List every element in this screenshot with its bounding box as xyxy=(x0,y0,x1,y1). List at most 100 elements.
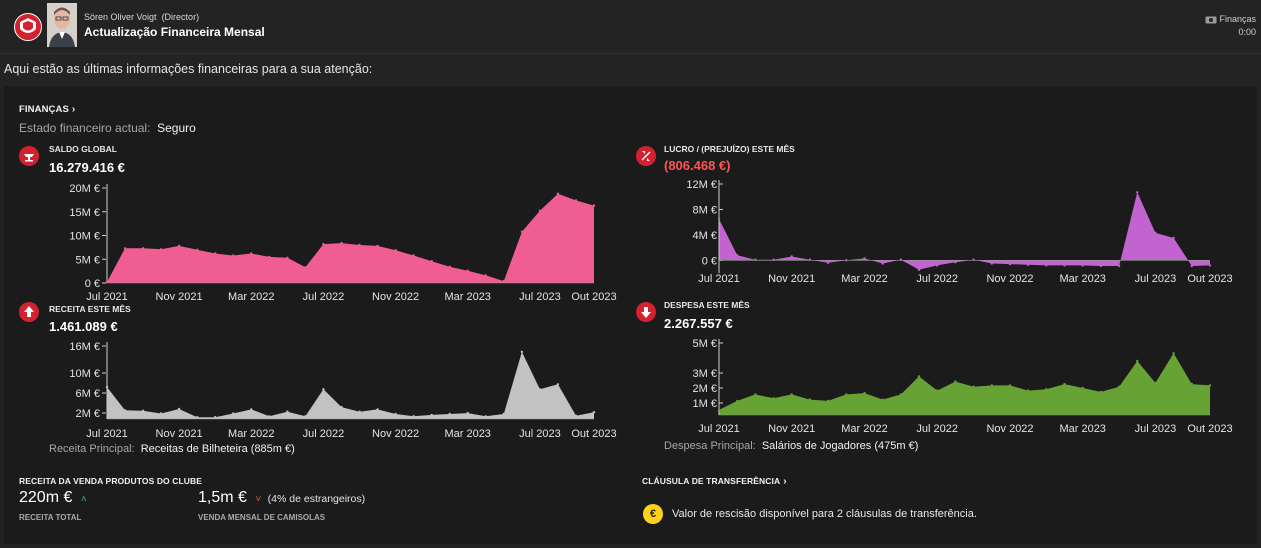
data-point xyxy=(736,399,739,403)
data-point xyxy=(1136,359,1139,363)
x-tick-label: Out 2023 xyxy=(1187,423,1232,435)
saldo-chart[interactable]: 20M € 15M € 10M € 5M € 0 €Jul 2021 Nov 2021 Ma… xyxy=(4,176,624,306)
data-point xyxy=(358,243,361,247)
data-point xyxy=(520,230,524,233)
x-tick-label: Mar 2023 xyxy=(1059,423,1105,435)
sender-role: (Director) xyxy=(161,12,200,22)
data-point xyxy=(196,248,199,251)
data-point xyxy=(250,408,253,411)
data-point xyxy=(394,249,397,252)
data-point xyxy=(466,411,469,415)
x-tick-label: Mar 2023 xyxy=(444,291,490,303)
trend-down-icon: ˅ xyxy=(255,494,262,505)
x-tick-label: Jul 2021 xyxy=(698,273,740,285)
y-tick-label: 0 € xyxy=(702,255,717,267)
data-point xyxy=(538,388,542,391)
data-point xyxy=(881,262,884,265)
series-area xyxy=(107,351,594,419)
series-area xyxy=(107,193,594,283)
data-point xyxy=(772,258,775,261)
y-tick-label: 5M € xyxy=(76,254,100,266)
data-point xyxy=(863,257,866,260)
message-meta: Finanças 0:00 xyxy=(1205,13,1256,39)
transfer-clause-heading-link[interactable]: CLÁUSULA DE TRANSFERÊNCIA › xyxy=(642,476,787,487)
data-point xyxy=(286,256,289,259)
despesa-note-label: Despesa Principal: xyxy=(664,440,756,452)
data-point xyxy=(592,204,596,207)
lucro-value: (806.468 €) xyxy=(664,158,731,173)
merch-total-label: RECEITA TOTAL xyxy=(19,513,82,522)
context-link[interactable]: Finanças xyxy=(1205,13,1256,26)
x-tick-label: Jul 2022 xyxy=(916,423,958,435)
data-point xyxy=(917,375,921,378)
data-point xyxy=(214,252,217,255)
x-tick-label: Jul 2023 xyxy=(519,291,561,303)
receita-title: RECEITA ESTE MÊS xyxy=(49,304,131,314)
data-point xyxy=(972,258,975,261)
x-tick-label: Jul 2023 xyxy=(1135,423,1177,435)
sender-avatar[interactable] xyxy=(47,3,77,47)
x-tick-label: Jul 2021 xyxy=(698,423,740,435)
data-point xyxy=(790,255,793,258)
data-point xyxy=(105,385,109,389)
x-tick-label: Mar 2023 xyxy=(1059,273,1105,285)
data-point xyxy=(105,280,109,284)
x-tick-label: Nov 2021 xyxy=(768,423,815,435)
data-point xyxy=(826,399,830,403)
y-tick-label: 5M € xyxy=(693,338,717,350)
club-logo xyxy=(14,13,42,41)
data-point xyxy=(177,407,181,411)
x-tick-label: Nov 2022 xyxy=(372,428,419,440)
data-point xyxy=(1081,386,1084,390)
x-tick-label: Mar 2022 xyxy=(841,423,887,435)
data-point xyxy=(250,252,253,255)
receita-chart[interactable]: 16M € 10M € 6M € 2M € Jul 2021 Nov 2021 Mar 20… xyxy=(4,336,624,441)
y-tick-label: 3M € xyxy=(693,368,717,380)
trend-up-icon: ˄ xyxy=(80,494,87,505)
y-tick-label: 2M € xyxy=(693,383,717,395)
data-point xyxy=(1117,385,1121,388)
data-point xyxy=(484,415,487,418)
data-point xyxy=(954,380,957,383)
data-point xyxy=(808,398,812,401)
y-tick-label: 6M € xyxy=(76,388,100,400)
x-tick-label: Mar 2023 xyxy=(444,428,490,440)
data-point xyxy=(232,254,235,257)
x-tick-label: Jul 2022 xyxy=(916,273,958,285)
y-tick-label: 4M € xyxy=(693,230,717,242)
saldo-value: 16.279.416 € xyxy=(49,160,125,175)
data-point xyxy=(123,247,127,250)
merch-total-value: 220m € xyxy=(19,489,73,506)
data-point xyxy=(826,261,830,264)
data-point xyxy=(1099,390,1103,394)
data-point xyxy=(322,388,325,391)
series-area xyxy=(719,353,1210,415)
data-point xyxy=(1026,389,1030,392)
data-point xyxy=(754,393,757,396)
despesa-value: 2.267.557 € xyxy=(664,316,733,331)
data-point xyxy=(1190,264,1193,268)
data-point xyxy=(1045,388,1048,391)
data-point xyxy=(1154,381,1157,385)
data-point xyxy=(141,247,145,250)
data-point xyxy=(448,412,451,416)
x-tick-label: Nov 2021 xyxy=(156,291,203,303)
transfer-clause-heading: CLÁUSULA DE TRANSFERÊNCIA xyxy=(642,476,781,486)
data-point xyxy=(304,415,307,418)
data-point xyxy=(845,259,848,262)
finances-heading-link[interactable]: FINANÇAS › xyxy=(19,104,75,115)
data-point xyxy=(1172,352,1175,355)
message-header: Sören Oliver Voigt (Director) Actualizaç… xyxy=(0,0,1261,54)
x-tick-label: Jul 2022 xyxy=(303,428,345,440)
data-point xyxy=(376,244,379,248)
lucro-chart[interactable]: 12M € 8M € 4M € 0 € Jul 2021 Nov 2021 Mar 2022… xyxy=(621,176,1251,286)
data-point xyxy=(954,261,957,264)
intro-text: Aqui estão as últimas informações financ… xyxy=(4,62,373,76)
despesa-chart[interactable]: 5M € 3M € 2M € 1M € Jul 2021 Nov 2021 Mar 2022… xyxy=(621,336,1251,441)
data-point xyxy=(990,384,993,387)
status-label: Estado financeiro actual: xyxy=(19,121,151,135)
data-point xyxy=(754,258,757,261)
data-point xyxy=(1063,264,1066,267)
merch-monthly: 1,5m € ˅ (4% de estrangeiros) xyxy=(198,489,365,507)
data-point xyxy=(232,412,235,415)
